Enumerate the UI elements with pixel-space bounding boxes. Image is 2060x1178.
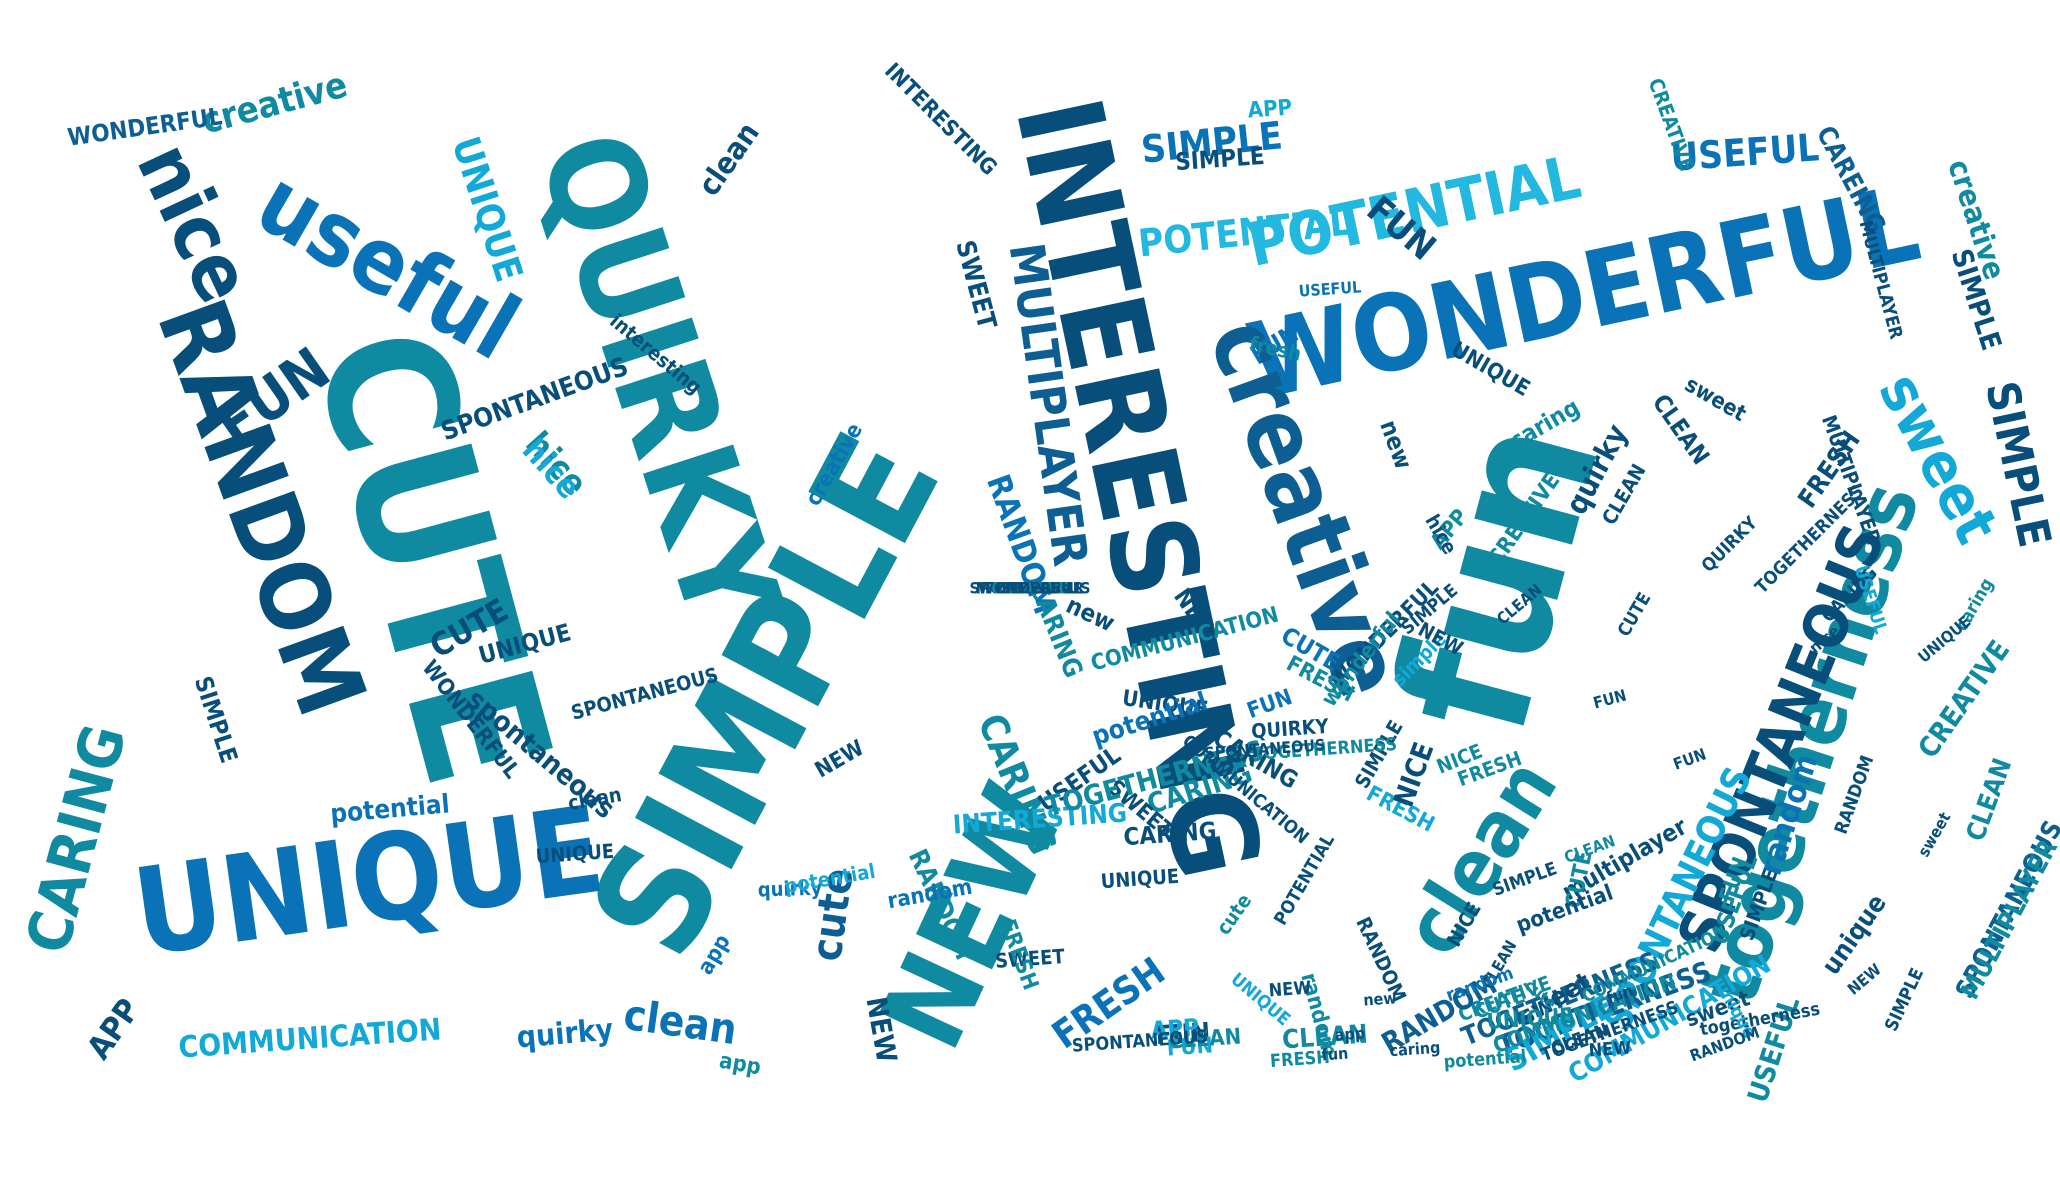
cloud-word: UNIQUE [535,839,615,868]
cloud-word: SIMPLE [1000,579,1060,598]
cloud-word: clean [692,116,767,202]
cloud-word: SWEET [949,237,1001,332]
cloud-word: new [1374,416,1417,473]
cloud-word: FUN [1671,744,1709,773]
cloud-word: APP [79,992,147,1067]
cloud-word: CUTE [1614,589,1656,640]
cloud-word: UNIQUE [1914,612,1974,667]
cloud-word: USEFUL [1298,277,1362,300]
cloud-word: app [717,1049,762,1081]
cloud-word: MULTIPLAYER [1955,835,2060,1005]
cloud-word: INTERESTING [879,59,1001,181]
cloud-word: CARING [1123,817,1218,851]
cloud-word: SPONTANEOUS [969,579,1090,598]
cloud-word: CLEAN [1168,1025,1242,1055]
cloud-word: UNIQUE [1486,1004,1574,1035]
cloud-word: SIMPLE [1174,142,1265,176]
cloud-word: SIMPLE [189,673,243,767]
cloud-word: NEW [1588,1038,1632,1062]
cloud-word: POTENTIAL [985,579,1075,598]
cloud-word: CARING [13,718,141,961]
cloud-word: quirky [515,1012,615,1055]
cloud-word: USEFUL [1669,125,1820,179]
cloud-word: quirky [757,875,822,901]
cloud-word: MULTIPLAYER [976,579,1084,598]
cloud-word: CREATIVE [991,579,1069,598]
cloud-word: FUN [1155,1018,1212,1052]
cloud-word: CLEAN [1961,754,2019,845]
cloud-word: COMMUNICATION [177,1012,442,1065]
cloud-word: WONDERFUL [978,579,1082,598]
cloud-word: CLEAN [1281,1020,1369,1056]
cloud-word: APP [1247,95,1293,123]
cloud-word: unique [1816,889,1893,980]
cloud-word: creative [198,65,352,143]
cloud-word: caring [1389,1038,1441,1060]
cloud-word: SWEET [994,944,1066,973]
cloud-word: sweet [1914,809,1955,860]
cloud-word: NEW [1268,978,1312,1002]
cloud-word: fun [1321,1044,1349,1065]
cloud-word: nice [119,130,270,316]
cloud-word: CUTE [1009,579,1051,598]
cloud-word: QUIRKY [1698,512,1762,576]
cloud-word: cute [1211,889,1256,939]
cloud-word: FRESH [1269,1047,1330,1072]
cloud-word: new [1363,988,1398,1009]
cloud-word: UNIQUE [1100,864,1180,893]
cloud-word: APP [1150,1013,1200,1044]
cloud-word: clean [621,990,740,1054]
cloud-word: SIMPLE [1881,965,1928,1035]
cloud-word: app [1334,1023,1366,1044]
cloud-word: QUIRKY [1250,714,1330,743]
cloud-word: FUN [1591,686,1628,713]
cloud-word: CREATIVE [1644,75,1700,174]
cloud-word: FUN [1166,1033,1214,1061]
